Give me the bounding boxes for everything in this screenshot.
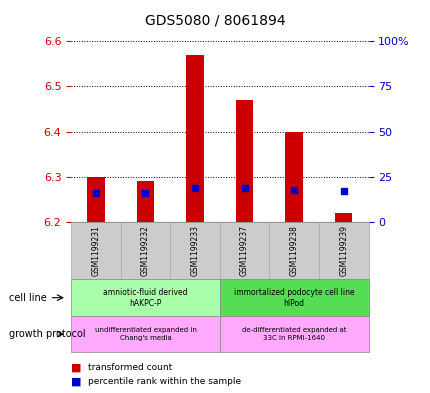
- Bar: [186, 55, 203, 222]
- Text: GSM1199238: GSM1199238: [289, 225, 298, 276]
- Bar: [334, 213, 352, 222]
- Text: GSM1199232: GSM1199232: [141, 225, 150, 276]
- Bar: [136, 182, 154, 222]
- Text: percentile rank within the sample: percentile rank within the sample: [88, 378, 241, 386]
- Text: amniotic-fluid derived
hAKPC-P: amniotic-fluid derived hAKPC-P: [103, 288, 187, 308]
- Text: transformed count: transformed count: [88, 363, 172, 372]
- Text: ■: ■: [71, 362, 81, 373]
- Text: GSM1199239: GSM1199239: [338, 225, 347, 276]
- Text: de-differentiated expanded at
33C in RPMI-1640: de-differentiated expanded at 33C in RPM…: [241, 327, 346, 341]
- Bar: [87, 177, 104, 222]
- Text: GSM1199233: GSM1199233: [190, 225, 199, 276]
- Bar: [285, 132, 302, 222]
- Text: GDS5080 / 8061894: GDS5080 / 8061894: [145, 14, 285, 28]
- Text: GSM1199231: GSM1199231: [91, 225, 100, 276]
- Text: growth protocol: growth protocol: [9, 329, 85, 339]
- Text: undifferentiated expanded in
Chang's media: undifferentiated expanded in Chang's med…: [94, 327, 196, 341]
- Text: GSM1199237: GSM1199237: [240, 225, 249, 276]
- Bar: [235, 100, 253, 222]
- Text: immortalized podocyte cell line
hIPod: immortalized podocyte cell line hIPod: [233, 288, 353, 308]
- Text: ■: ■: [71, 377, 81, 387]
- Text: cell line: cell line: [9, 293, 46, 303]
